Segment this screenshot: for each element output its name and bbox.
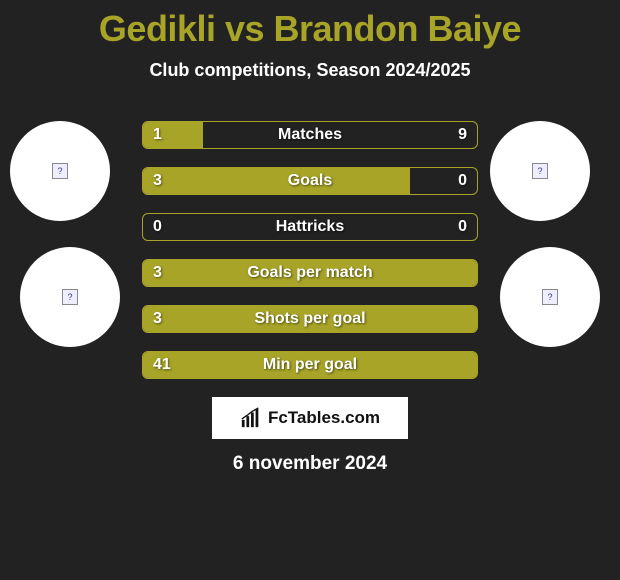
stat-row: 00Hattricks xyxy=(142,213,478,241)
stat-row: 41Min per goal xyxy=(142,351,478,379)
date-label: 6 november 2024 xyxy=(0,453,620,475)
page-title: Gedikli vs Brandon Baiye xyxy=(0,0,620,50)
player-avatar-top-left: ? xyxy=(10,121,110,221)
placeholder-icon: ? xyxy=(542,289,558,305)
stat-label: Min per goal xyxy=(143,352,477,378)
placeholder-icon: ? xyxy=(62,289,78,305)
club-avatar-bottom-right: ? xyxy=(500,247,600,347)
brand-label: FcTables.com xyxy=(268,408,380,428)
stats-bars: 19Matches 30Goals 00Hattricks 3Goals per ma… xyxy=(142,121,478,379)
stat-label: Matches xyxy=(143,122,477,148)
stat-row: 30Goals xyxy=(142,167,478,195)
brand-badge: FcTables.com xyxy=(212,397,408,439)
stat-label: Shots per goal xyxy=(143,306,477,332)
comparison-stage: ? ? ? ? 19Matches 30Goals 00Hattricks 3Goal… xyxy=(0,121,620,475)
stat-row: 3Goals per match xyxy=(142,259,478,287)
placeholder-icon: ? xyxy=(532,163,548,179)
page-subtitle: Club competitions, Season 2024/2025 xyxy=(0,60,620,81)
player-avatar-top-right: ? xyxy=(490,121,590,221)
stat-label: Goals per match xyxy=(143,260,477,286)
club-avatar-bottom-left: ? xyxy=(20,247,120,347)
stat-row: 19Matches xyxy=(142,121,478,149)
brand-chart-icon xyxy=(240,407,262,429)
stat-row: 3Shots per goal xyxy=(142,305,478,333)
placeholder-icon: ? xyxy=(52,163,68,179)
stat-label: Goals xyxy=(143,168,477,194)
stat-label: Hattricks xyxy=(143,214,477,240)
